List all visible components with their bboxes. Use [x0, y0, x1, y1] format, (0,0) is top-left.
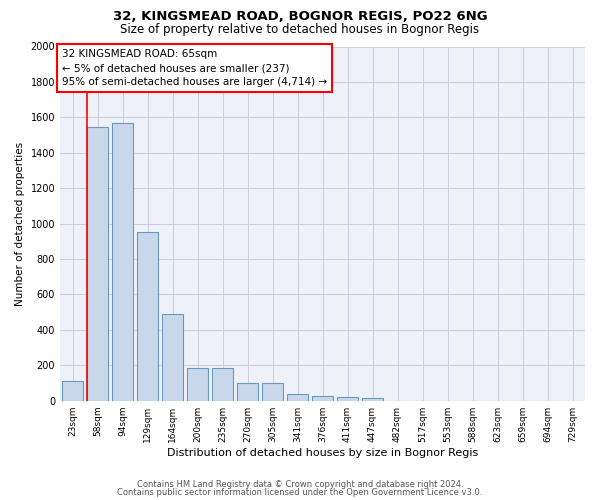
- Bar: [162, 314, 183, 400]
- Bar: [212, 368, 233, 400]
- Text: Size of property relative to detached houses in Bognor Regis: Size of property relative to detached ho…: [121, 22, 479, 36]
- Text: 32 KINGSMEAD ROAD: 65sqm
← 5% of detached houses are smaller (237)
95% of semi-d: 32 KINGSMEAD ROAD: 65sqm ← 5% of detache…: [62, 49, 327, 87]
- Bar: [337, 397, 358, 400]
- Bar: [287, 394, 308, 400]
- Text: 32, KINGSMEAD ROAD, BOGNOR REGIS, PO22 6NG: 32, KINGSMEAD ROAD, BOGNOR REGIS, PO22 6…: [113, 10, 487, 23]
- X-axis label: Distribution of detached houses by size in Bognor Regis: Distribution of detached houses by size …: [167, 448, 478, 458]
- Bar: [187, 368, 208, 400]
- Bar: [62, 381, 83, 400]
- Y-axis label: Number of detached properties: Number of detached properties: [15, 142, 25, 306]
- Bar: [87, 127, 108, 400]
- Bar: [362, 398, 383, 400]
- Bar: [112, 122, 133, 400]
- Text: Contains public sector information licensed under the Open Government Licence v3: Contains public sector information licen…: [118, 488, 482, 497]
- Bar: [312, 396, 333, 400]
- Bar: [137, 232, 158, 400]
- Bar: [237, 383, 258, 400]
- Text: Contains HM Land Registry data © Crown copyright and database right 2024.: Contains HM Land Registry data © Crown c…: [137, 480, 463, 489]
- Bar: [262, 383, 283, 400]
